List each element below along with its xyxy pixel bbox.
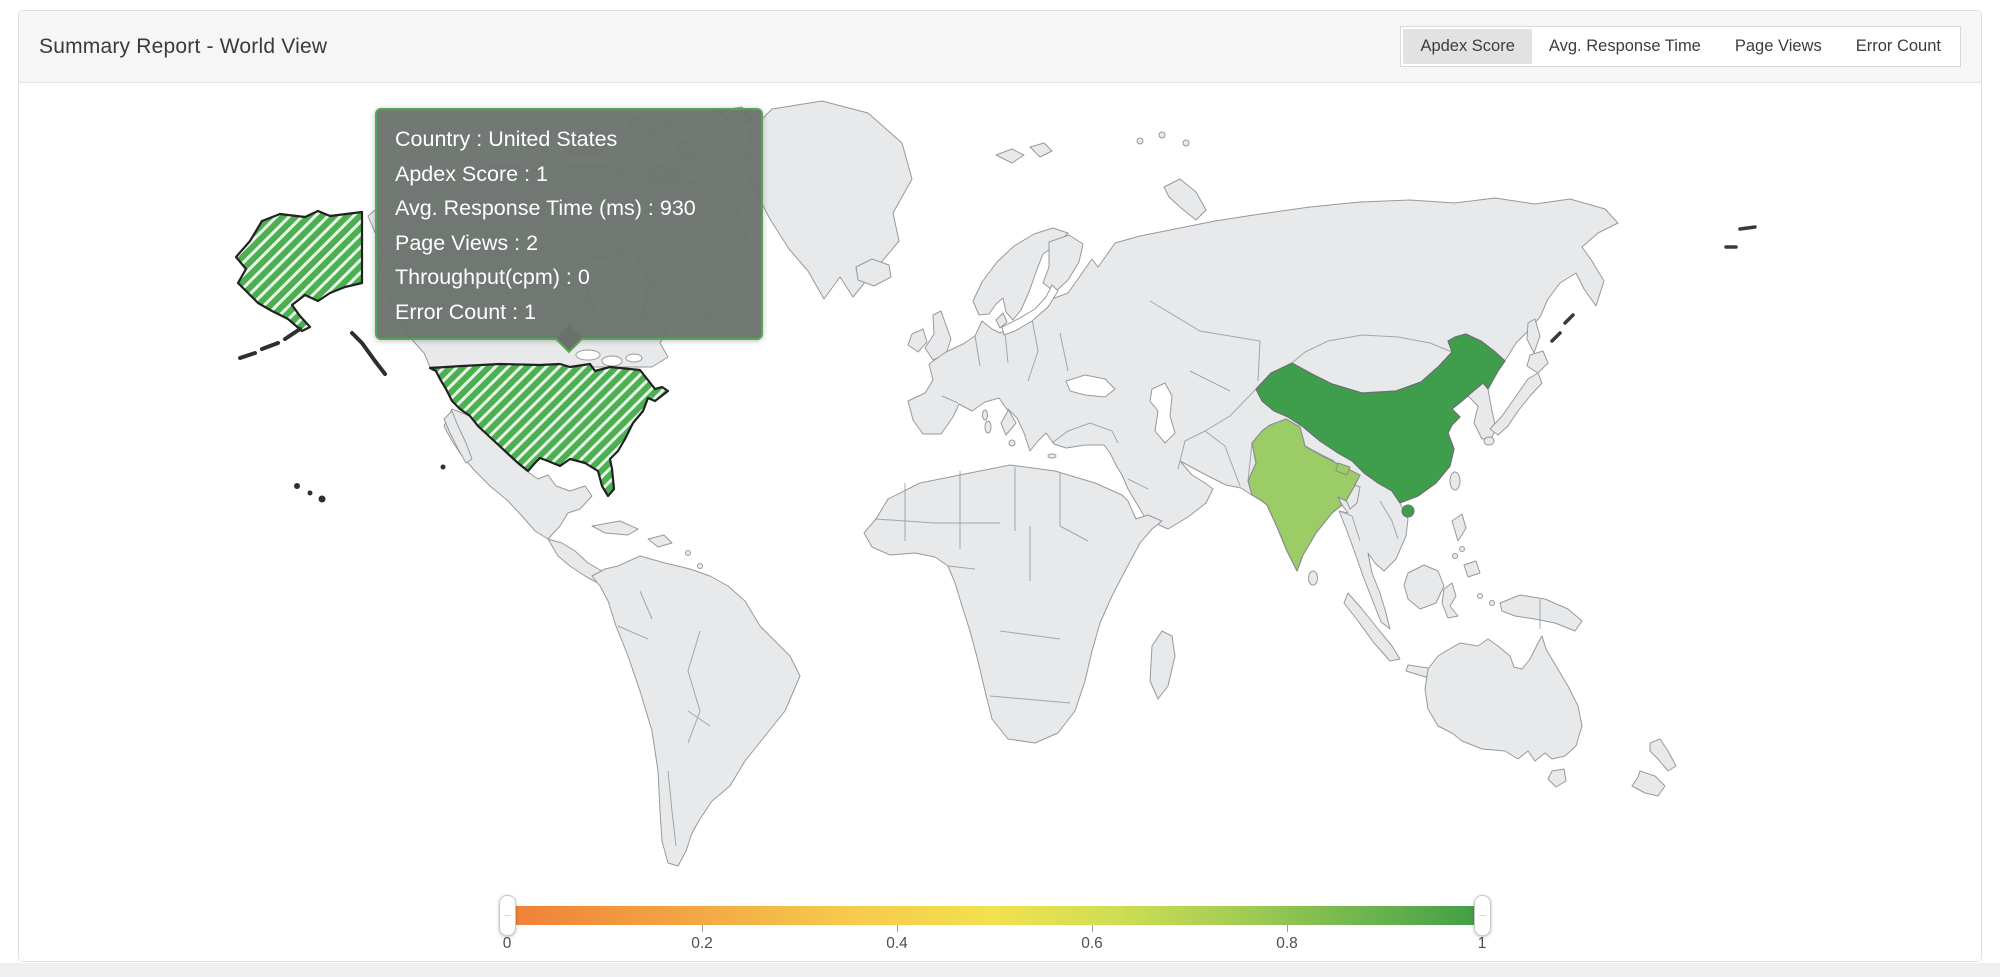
page-bottom-strip xyxy=(0,963,2000,977)
country-scandinavia[interactable] xyxy=(972,227,1069,321)
island-novaya-zemlya[interactable] xyxy=(1163,178,1207,221)
country-philippines[interactable] xyxy=(1451,513,1481,578)
island-hainan[interactable] xyxy=(1401,504,1415,518)
continent-south-america[interactable] xyxy=(591,555,801,867)
legend-tick-0-4: 0.4 xyxy=(886,935,908,952)
country-finland[interactable] xyxy=(1042,234,1084,293)
country-ireland[interactable] xyxy=(907,328,928,353)
metric-tab-group: Apdex Score Avg. Response Time Page View… xyxy=(1400,26,1961,67)
country-sri-lanka[interactable] xyxy=(1308,570,1318,586)
island-sumatra[interactable] xyxy=(1343,592,1401,662)
country-japan[interactable] xyxy=(1489,350,1549,436)
country-china[interactable] xyxy=(1255,333,1506,504)
tooltip-country-line: Country : United States xyxy=(395,127,618,151)
island-kyushu[interactable] xyxy=(1483,436,1495,446)
country-denmark[interactable] xyxy=(995,312,1008,329)
water-caspian-sea xyxy=(1149,382,1176,444)
country-bhutan[interactable] xyxy=(1335,462,1351,476)
legend-tick-0-8: 0.8 xyxy=(1276,935,1298,952)
map-tooltip: Country : United States Apdex Score : 1 … xyxy=(375,108,763,354)
region-alaska-panhandle xyxy=(350,331,387,376)
continent-africa[interactable] xyxy=(863,464,1163,744)
legend-tick-0-2: 0.2 xyxy=(691,935,713,952)
islands-kuril xyxy=(1550,225,1757,343)
gradient-bar[interactable] xyxy=(507,906,1482,925)
tab-apdex-score[interactable]: Apdex Score xyxy=(1403,29,1532,64)
peninsula-baja[interactable] xyxy=(443,410,473,464)
islands-hawaii[interactable] xyxy=(294,464,446,503)
tooltip-apdex-line: Apdex Score : 1 xyxy=(395,161,548,186)
report-header: Summary Report - World View Apdex Score … xyxy=(19,11,1981,83)
island-madagascar[interactable] xyxy=(1149,630,1176,700)
tab-page-views[interactable]: Page Views xyxy=(1734,37,1822,55)
world-map xyxy=(234,100,1757,867)
tab-error-count[interactable]: Error Count xyxy=(1855,37,1941,55)
country-australia[interactable] xyxy=(1424,635,1583,762)
country-united-states[interactable] xyxy=(234,209,670,498)
tab-avg-response-time[interactable]: Avg. Response Time xyxy=(1548,37,1701,55)
report-card: Summary Report - World View Apdex Score … xyxy=(18,10,1982,962)
tooltip-response-time-line: Avg. Response Time (ms) : 930 xyxy=(395,196,696,220)
island-sakhalin[interactable] xyxy=(1526,318,1541,354)
legend-max-handle[interactable] xyxy=(1474,895,1491,936)
tooltip-throughput-line: Throughput(cpm) : 0 xyxy=(395,265,590,289)
water-baltic-sea xyxy=(1001,284,1059,336)
water-great-lakes xyxy=(575,349,601,361)
islands-aleutian xyxy=(238,327,302,360)
island-taiwan[interactable] xyxy=(1449,471,1461,491)
island-hispaniola[interactable] xyxy=(647,534,673,548)
legend-tick-0: 0 xyxy=(502,935,512,952)
country-cuba[interactable] xyxy=(591,520,639,536)
island-sulawesi[interactable] xyxy=(1441,582,1459,619)
legend-min-handle[interactable] xyxy=(499,895,516,936)
tooltip-error-count-line: Error Count : 1 xyxy=(395,299,536,324)
country-new-zealand[interactable] xyxy=(1631,738,1677,797)
water-black-sea xyxy=(1065,374,1116,398)
island-svalbard[interactable] xyxy=(995,142,1053,164)
island-tasmania[interactable] xyxy=(1547,768,1567,788)
legend-tick-1: 1 xyxy=(1477,935,1487,952)
country-india[interactable] xyxy=(1247,418,1361,572)
island-borneo[interactable] xyxy=(1403,564,1445,610)
world-map-panel: Country : United States Apdex Score : 1 … xyxy=(19,84,1981,961)
page-title: Summary Report - World View xyxy=(39,34,328,58)
country-iceland[interactable] xyxy=(855,258,892,287)
legend-tick-0-6: 0.6 xyxy=(1081,935,1103,952)
color-scale-legend: 0 0.2 0.4 0.6 0.8 1 xyxy=(499,893,1491,961)
tooltip-page-views-line: Page Views : 2 xyxy=(395,230,539,255)
island-new-guinea[interactable] xyxy=(1499,594,1583,632)
